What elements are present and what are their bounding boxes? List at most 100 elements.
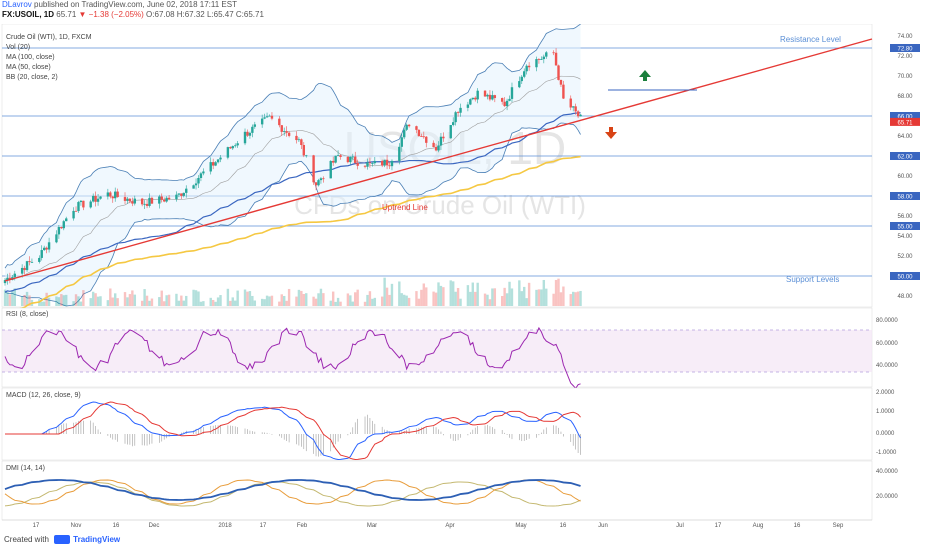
volume-bar <box>236 290 239 306</box>
legend-bb: BB (20, close, 2) <box>6 74 58 81</box>
candle-body <box>148 197 151 206</box>
rsi-band <box>2 330 872 372</box>
candle-body <box>185 188 188 193</box>
main-price-pane[interactable]: USOIL, 1D CFDs on Crude Oil (WTI) Crude … <box>1 24 920 313</box>
volume-bar <box>407 297 411 306</box>
bb-upper <box>4 24 581 269</box>
dmi-pane[interactable]: DMI (14, 14) 40.0000 20.0000 <box>1 460 898 521</box>
dmi-tick-40: 40.0000 <box>876 469 898 475</box>
publish-line: DLavrov published on TradingView.com, Ju… <box>2 0 264 10</box>
chart-area[interactable]: USOIL, 1D CFDs on Crude Oil (WTI) Crude … <box>0 24 932 534</box>
volume-bar <box>248 291 252 306</box>
candle-body <box>500 98 504 102</box>
price-axis[interactable]: 74.00 72.00 70.00 68.00 66.00 64.00 62.00 60.00… <box>890 34 920 300</box>
volume-bar <box>202 301 205 306</box>
candle-body <box>474 97 477 100</box>
candle-body <box>334 155 337 163</box>
candle-body <box>131 201 134 204</box>
candle-body <box>562 84 565 99</box>
volume-bar <box>415 291 418 306</box>
time-tick-may: May <box>515 523 526 529</box>
volume-bar <box>162 301 166 306</box>
volume-bar <box>133 294 137 306</box>
volume-bar <box>449 280 452 306</box>
volume-bar <box>491 288 494 306</box>
macd-label: MACD (12, 26, close, 9) <box>6 392 81 399</box>
tradingview-logo-icon <box>54 535 71 545</box>
uptrend-line[interactable] <box>4 38 873 282</box>
volume-bar <box>373 297 377 306</box>
candle-body <box>263 117 266 119</box>
candle-body <box>405 124 408 130</box>
volume-bar <box>346 293 350 306</box>
candle-body <box>557 65 560 80</box>
dmi-tick-20: 20.0000 <box>876 494 898 500</box>
candle-body <box>537 59 541 60</box>
candle-body <box>510 87 514 99</box>
candle-body <box>287 132 291 136</box>
volume-bar <box>368 291 372 306</box>
candle-body <box>579 114 582 117</box>
volume-bar <box>216 297 220 306</box>
volume-bar <box>74 294 78 306</box>
volume-bar <box>167 294 171 306</box>
candle-body <box>197 177 200 184</box>
candle-body <box>126 198 129 201</box>
candle-body <box>388 165 391 167</box>
candle-body <box>439 136 443 146</box>
level-badge <box>890 222 920 230</box>
candle-body <box>243 131 247 144</box>
price-tick: 68.00 <box>897 94 913 100</box>
candle-body <box>91 195 95 202</box>
volume-bar <box>253 300 257 306</box>
time-tick-17-oct: 17 <box>33 523 40 529</box>
candle-body <box>398 146 401 161</box>
author-link[interactable]: DLavrov <box>2 0 32 9</box>
volume-bar <box>505 293 509 306</box>
time-axis[interactable]: 17 Nov 16 Dec 2018 17 Feb Mar Apr May 16… <box>2 519 872 529</box>
macd-signal-line <box>5 401 581 461</box>
candle-body <box>13 273 16 278</box>
volume-bar <box>278 301 281 306</box>
volume-bar <box>557 278 560 306</box>
volume-bar <box>562 286 565 306</box>
rsi-tick-60: 60.0000 <box>876 341 898 347</box>
candle-body <box>226 147 230 158</box>
candle-body <box>300 139 303 146</box>
volume-bar <box>366 294 369 306</box>
candle-body <box>383 159 386 166</box>
candle-body <box>476 90 479 100</box>
volume-bar <box>483 293 487 306</box>
volume-bar <box>336 297 340 306</box>
volume-bar <box>486 294 489 306</box>
volume-bar <box>527 282 531 306</box>
level-badge-text: 62.00 <box>897 155 913 161</box>
candle-body <box>199 173 203 178</box>
last-price-badge-text: 65.71 <box>897 120 913 126</box>
price-tick: 72.00 <box>897 54 913 60</box>
candle-body <box>268 115 271 117</box>
volume-bar <box>79 301 83 306</box>
published-text: published on TradingView.com, June 02, 2… <box>34 0 237 9</box>
volume-bar <box>442 287 445 306</box>
candle-body <box>373 160 377 164</box>
price-tick: 52.00 <box>897 254 913 260</box>
candle-body <box>116 191 119 198</box>
ohlc-values: O:67.08 H:67.32 L:65.47 C:65.71 <box>146 10 264 19</box>
tradingview-brand[interactable]: TradingView <box>73 535 121 544</box>
macd-line <box>5 401 581 461</box>
candle-body <box>471 97 474 100</box>
volume-bar <box>295 296 298 306</box>
volume-bar <box>28 295 31 306</box>
candle-body <box>194 183 198 186</box>
volume-bar <box>234 300 237 306</box>
candle-body <box>469 99 472 105</box>
candle-body <box>42 247 46 251</box>
volume-bar <box>260 298 264 306</box>
volume-bar <box>451 281 455 306</box>
candle-body <box>505 100 509 107</box>
uptrend-label: Uptrend Line <box>382 203 428 212</box>
macd-pane[interactable]: MACD (12, 26, close, 9) 2.0000 1.0000 0.… <box>1 387 897 461</box>
rsi-pane[interactable]: RSI (8, close) 80.0000 60.0000 40.0000 <box>1 307 898 390</box>
candle-body <box>403 129 406 138</box>
